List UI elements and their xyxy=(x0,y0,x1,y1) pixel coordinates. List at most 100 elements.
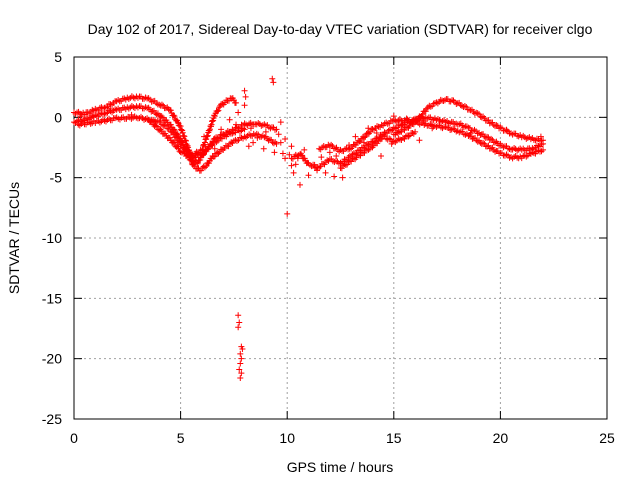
data-point-marker xyxy=(175,120,182,127)
data-point-marker xyxy=(416,137,423,144)
data-point-marker xyxy=(128,111,135,118)
data-point-marker xyxy=(333,152,340,159)
series-track-C xyxy=(75,95,240,159)
data-point-marker xyxy=(171,113,178,120)
data-point-marker xyxy=(290,169,297,176)
data-point-marker xyxy=(476,111,483,118)
data-point-marker xyxy=(277,139,284,146)
data-point-marker xyxy=(288,143,295,150)
data-point-marker xyxy=(191,162,198,169)
data-point-marker xyxy=(208,121,215,128)
data-point-marker xyxy=(331,173,338,180)
data-point-marker xyxy=(540,137,547,144)
data-point-marker xyxy=(211,153,218,160)
data-point-marker xyxy=(270,140,277,147)
data-point-marker xyxy=(148,108,155,115)
data-point-marker xyxy=(210,117,217,124)
series-track-F xyxy=(316,116,547,162)
x-tick-label: 20 xyxy=(493,430,509,446)
data-point-marker xyxy=(378,152,385,159)
data-point-marker xyxy=(167,121,174,128)
data-point-marker xyxy=(167,107,174,114)
data-point-marker xyxy=(352,133,359,140)
data-point-marker xyxy=(170,112,177,119)
data-point-marker xyxy=(492,139,499,146)
data-point-marker xyxy=(245,143,252,150)
data-point-marker xyxy=(173,131,180,138)
data-point-marker xyxy=(149,118,156,125)
series-track-G xyxy=(390,95,547,144)
data-point-marker xyxy=(339,174,346,181)
series-scattered xyxy=(77,75,544,381)
data-point-marker xyxy=(214,108,221,115)
data-point-marker xyxy=(241,126,248,133)
data-point-marker xyxy=(235,109,242,116)
data-point-marker xyxy=(478,114,485,121)
data-point-marker xyxy=(282,136,289,143)
data-point-marker xyxy=(153,111,160,118)
x-axis-label: GPS time / hours xyxy=(287,459,394,475)
data-point-marker xyxy=(474,138,481,145)
data-point-marker xyxy=(254,134,261,141)
data-point-marker xyxy=(217,135,224,142)
data-point-marker xyxy=(294,155,301,162)
y-axis-label: SDTVAR / TECUs xyxy=(6,182,22,294)
data-point-marker xyxy=(219,100,226,107)
data-point-marker xyxy=(388,140,395,147)
data-point-marker xyxy=(373,130,380,137)
data-point-marker xyxy=(199,164,206,171)
data-point-marker xyxy=(233,99,240,106)
data-point-marker xyxy=(365,146,372,153)
data-point-marker xyxy=(201,133,208,140)
data-point-marker xyxy=(404,124,411,131)
data-point-marker xyxy=(314,167,321,174)
data-point-marker xyxy=(233,121,240,128)
y-tick-label: -15 xyxy=(42,290,62,306)
data-point-marker xyxy=(178,126,185,133)
data-point-marker xyxy=(206,126,213,133)
data-point-marker xyxy=(152,117,159,124)
data-point-marker xyxy=(273,140,280,147)
data-point-marker xyxy=(237,360,244,367)
data-point-marker xyxy=(157,118,164,125)
data-point-marker xyxy=(213,139,220,146)
data-point-marker xyxy=(247,125,254,132)
data-point-marker xyxy=(172,133,179,140)
data-point-marker xyxy=(494,122,501,129)
data-point-marker xyxy=(242,93,249,100)
data-point-marker xyxy=(200,142,207,149)
data-point-marker xyxy=(175,145,182,152)
data-point-marker xyxy=(153,123,160,130)
data-point-marker xyxy=(298,152,305,159)
data-point-marker xyxy=(215,150,222,157)
data-point-marker xyxy=(162,105,169,112)
data-point-marker xyxy=(409,129,416,136)
y-tick-label: 5 xyxy=(54,49,62,65)
y-tick-label: -20 xyxy=(42,351,62,367)
data-point-marker xyxy=(433,99,440,106)
data-point-marker xyxy=(441,97,448,104)
data-point-marker xyxy=(158,113,165,120)
data-point-marker xyxy=(235,312,242,319)
data-point-marker xyxy=(344,161,351,168)
data-point-marker xyxy=(241,102,248,109)
axis-ticks xyxy=(73,56,608,420)
data-point-marker xyxy=(540,146,547,153)
y-tick-label: -5 xyxy=(50,170,63,186)
data-point-marker xyxy=(492,148,499,155)
data-point-marker xyxy=(390,113,397,120)
data-point-marker xyxy=(181,133,188,140)
data-point-marker xyxy=(201,164,208,171)
data-point-marker xyxy=(326,149,333,156)
data-point-marker xyxy=(198,167,205,174)
data-point-marker xyxy=(226,116,233,123)
data-point-marker xyxy=(537,133,544,140)
data-point-marker xyxy=(322,169,329,176)
data-points xyxy=(71,75,547,381)
data-point-marker xyxy=(461,102,468,109)
data-point-marker xyxy=(403,115,410,122)
data-point-marker xyxy=(296,181,303,188)
data-point-marker xyxy=(166,134,173,141)
data-point-marker xyxy=(348,158,355,165)
data-point-marker xyxy=(270,79,277,86)
